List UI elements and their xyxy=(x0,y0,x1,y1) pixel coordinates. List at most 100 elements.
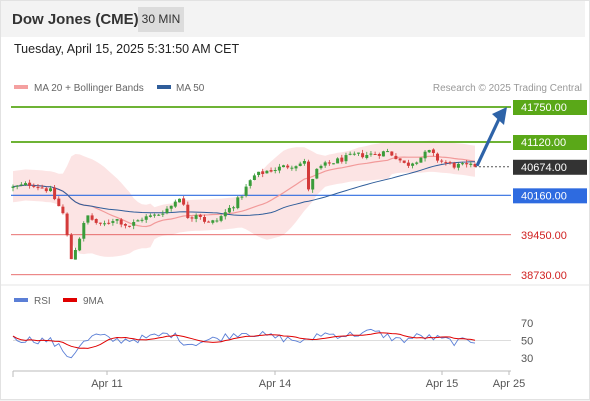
candle-body xyxy=(223,212,227,217)
candle xyxy=(436,152,439,163)
candle xyxy=(452,161,456,170)
credit-label: Research © 2025 Trading Central xyxy=(433,83,582,94)
candle-body xyxy=(78,238,82,251)
candle xyxy=(78,237,82,252)
candle-body xyxy=(132,222,136,226)
candle xyxy=(190,216,194,222)
level-label-pivot-3: 40160.00 xyxy=(521,190,567,202)
candle xyxy=(148,213,152,218)
candle xyxy=(86,215,90,225)
rsi-tick-label: 30 xyxy=(521,353,533,365)
bollinger-band-area xyxy=(13,140,475,257)
candle xyxy=(98,222,102,226)
level-label-box-target-0 xyxy=(513,100,587,115)
candle-body xyxy=(44,188,48,192)
candle xyxy=(319,164,323,170)
candle xyxy=(344,152,348,164)
candle-body xyxy=(398,158,402,161)
candle-body xyxy=(390,151,394,156)
candle xyxy=(198,213,202,220)
candle xyxy=(182,196,186,206)
candle-body xyxy=(157,214,161,216)
level-label-support-5: 38730.00 xyxy=(521,270,567,282)
legend-label-rsi-ma: 9MA xyxy=(83,296,104,307)
level-label-box-current-2 xyxy=(513,159,587,175)
timeframe-badge[interactable]: 30 MIN xyxy=(138,7,184,32)
candle-body xyxy=(219,216,223,221)
x-tick-label: Apr 15 xyxy=(426,378,458,390)
candle xyxy=(361,149,365,159)
candle-body xyxy=(15,185,19,187)
x-tick-label: Apr 25 xyxy=(493,378,525,390)
candle xyxy=(61,204,65,215)
candle-body xyxy=(69,234,73,260)
candle-body xyxy=(377,154,381,156)
candle-body xyxy=(194,215,198,219)
candle xyxy=(178,198,181,203)
candle xyxy=(194,213,198,223)
candle xyxy=(448,160,452,165)
candle xyxy=(411,162,415,169)
candle xyxy=(115,218,119,224)
candle xyxy=(286,163,290,170)
candle-body xyxy=(40,187,44,189)
candle xyxy=(165,206,169,215)
candle-body xyxy=(456,163,460,168)
candle xyxy=(53,184,57,201)
candle-body xyxy=(327,162,331,164)
candle xyxy=(103,220,107,227)
x-tick-label: Apr 11 xyxy=(91,378,123,390)
candle xyxy=(277,163,281,174)
candle xyxy=(173,199,177,208)
candlesticks xyxy=(11,148,477,260)
level-label-box-pivot-3 xyxy=(513,188,587,204)
rsi-tick-label: 70 xyxy=(521,318,533,330)
candle xyxy=(144,214,148,223)
candle-body xyxy=(123,224,127,226)
candle-body xyxy=(49,188,52,192)
candle-body xyxy=(357,152,360,154)
legend-swatch-rsi-ma xyxy=(63,298,77,302)
candle xyxy=(352,151,356,156)
candle-body xyxy=(348,153,352,155)
candle-body xyxy=(207,221,211,223)
candle xyxy=(169,205,173,212)
candle xyxy=(73,247,77,260)
candle-body xyxy=(82,223,86,239)
candle xyxy=(119,218,123,228)
candle-body xyxy=(173,201,177,207)
candle xyxy=(282,164,285,168)
candle-body xyxy=(128,225,131,227)
candle xyxy=(203,214,206,224)
candle-body xyxy=(98,222,102,224)
candle xyxy=(440,159,444,164)
candle-body xyxy=(406,162,410,166)
candle xyxy=(394,153,398,160)
candle xyxy=(311,178,315,193)
candle xyxy=(461,161,464,166)
candle xyxy=(377,152,381,159)
candle xyxy=(357,152,360,157)
candle-body xyxy=(286,165,290,168)
candle-body xyxy=(311,179,315,190)
candle xyxy=(252,173,256,181)
candle-body xyxy=(427,150,431,153)
main-legend: MA 20 + Bollinger Bands MA 50 Research ©… xyxy=(14,83,582,94)
candle xyxy=(419,157,423,163)
projection-arrow xyxy=(475,107,507,167)
candle-body xyxy=(28,182,32,186)
candle xyxy=(294,165,298,172)
candle-body xyxy=(90,215,94,220)
candle-body xyxy=(19,184,23,186)
bollinger-band xyxy=(13,140,475,257)
candle xyxy=(365,151,369,160)
projection-arrow-shaft xyxy=(475,118,501,167)
candle xyxy=(261,168,265,178)
moving-averages xyxy=(12,155,476,228)
candle-body xyxy=(319,165,323,169)
candle-body xyxy=(257,171,261,175)
candle-body xyxy=(386,151,390,153)
candle-body xyxy=(294,166,298,169)
candle-body xyxy=(394,155,398,160)
